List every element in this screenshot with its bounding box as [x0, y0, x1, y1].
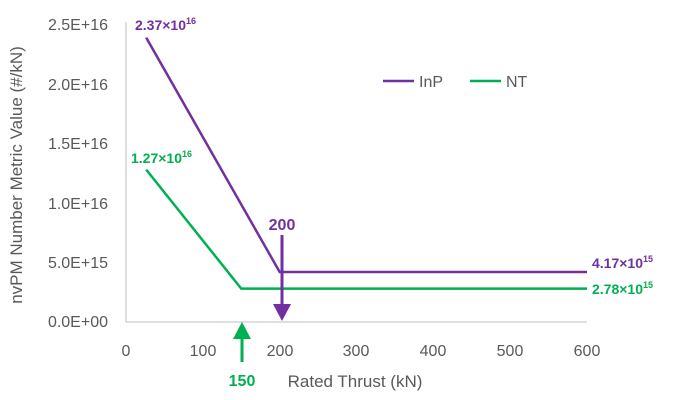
inp-end-label: 4.17×1015 [592, 254, 653, 271]
inp-breakpoint-label: 200 [269, 217, 296, 234]
y-axis: 0.0E+00 5.0E+15 1.0E+16 1.5E+16 2.0E+16 … [48, 17, 108, 331]
nt-breakpoint-label: 150 [229, 373, 256, 390]
y-tick-label: 1.5E+16 [48, 136, 108, 153]
y-tick-label: 0.0E+00 [48, 314, 108, 331]
x-tick-label: 400 [420, 343, 447, 360]
x-tick-label: 600 [574, 343, 601, 360]
y-tick-label: 2.0E+16 [48, 77, 108, 94]
x-axis-title: Rated Thrust (kN) [288, 372, 423, 391]
y-axis-title: nvPM Number Metric Value (#/kN) [7, 46, 26, 304]
x-tick-label: 0 [122, 343, 131, 360]
x-tick-label: 100 [190, 343, 217, 360]
plot-area [125, 22, 587, 323]
y-tick-label: 2.5E+16 [48, 17, 108, 34]
x-axis: 0 100 200 300 400 500 600 [122, 343, 601, 360]
inp-start-label: 2.37×1016 [135, 16, 196, 33]
y-tick-label: 5.0E+15 [48, 255, 108, 272]
x-tick-label: 500 [497, 343, 524, 360]
series-line-inp [145, 36, 587, 274]
series-line-nt [145, 168, 587, 290]
legend-label-nt: NT [506, 74, 528, 91]
y-tick-label: 1.0E+16 [48, 196, 108, 213]
inp-breakpoint-arrow [273, 235, 291, 321]
legend: InP NT [383, 74, 528, 91]
legend-label-inp: InP [419, 74, 443, 91]
x-tick-label: 200 [267, 343, 294, 360]
nt-breakpoint-arrow [233, 322, 251, 362]
nt-start-label: 1.27×1016 [131, 149, 192, 166]
x-tick-label: 300 [343, 343, 370, 360]
nt-end-label: 2.78×1015 [592, 280, 653, 297]
